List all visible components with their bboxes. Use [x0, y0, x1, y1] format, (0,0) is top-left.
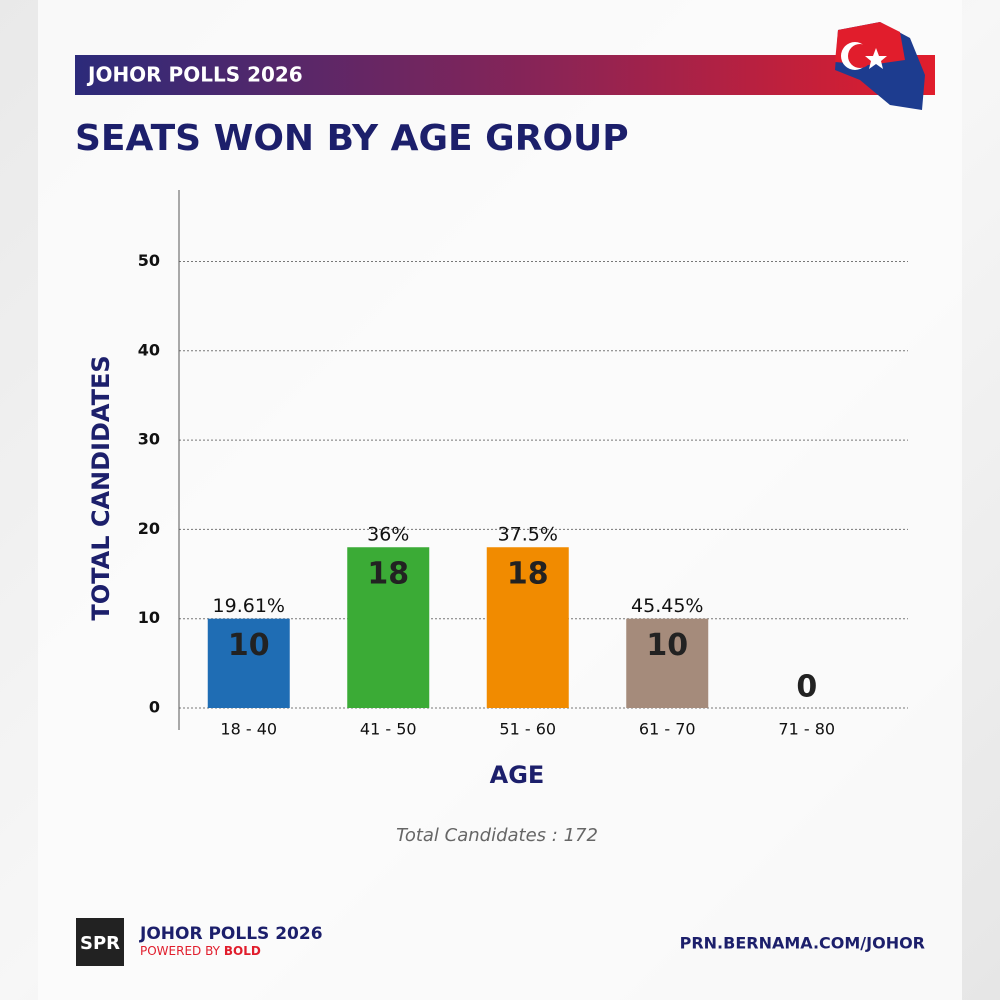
- x-axis-label: AGE: [490, 761, 545, 789]
- flag-map: [835, 22, 925, 110]
- value-label: 10: [228, 628, 270, 663]
- percent-label: 45.45%: [631, 595, 703, 617]
- value-label: 18: [507, 557, 549, 592]
- banner-text: JOHOR POLLS 2026: [86, 63, 303, 87]
- percent-label: 19.61%: [213, 595, 285, 617]
- bar: [347, 547, 430, 708]
- bar: [486, 547, 569, 708]
- powered-name: BOLD: [224, 944, 261, 958]
- percent-label: 36%: [367, 524, 409, 546]
- footer: SPR JOHOR POLLS 2026 POWERED BY BOLD PRN…: [76, 918, 925, 966]
- logo: SPR: [80, 933, 120, 954]
- y-tick-label: 40: [138, 340, 160, 359]
- y-tick-label: 20: [138, 519, 160, 538]
- percent-label: 37.5%: [498, 524, 558, 546]
- x-tick-label: 51 - 60: [499, 720, 556, 739]
- banner: [75, 55, 935, 95]
- y-tick-label: 30: [138, 430, 160, 449]
- y-tick-label: 0: [149, 698, 160, 717]
- y-tick-label: 50: [138, 251, 160, 270]
- footer-brand: JOHOR POLLS 2026: [139, 924, 323, 944]
- x-tick-label: 61 - 70: [639, 720, 696, 739]
- bar: [207, 618, 290, 708]
- y-tick-label: 10: [138, 608, 160, 627]
- powered-prefix: POWERED BY: [140, 944, 221, 958]
- x-tick-label: 71 - 80: [778, 720, 835, 739]
- chart-title: SEATS WON BY AGE GROUP: [75, 118, 629, 159]
- footer-powered: POWERED BY BOLD: [140, 944, 261, 958]
- plot: 0 10 20 30 40 50 18 - 40 10 19.61% 41 - 50 18 36% 51…: [138, 190, 908, 739]
- value-label: 18: [367, 557, 409, 592]
- panel: [38, 0, 962, 1000]
- footer-url: PRN.BERNAMA.COM/JOHOR: [680, 934, 925, 953]
- logo-box: [76, 918, 124, 966]
- x-tick-label: 41 - 50: [360, 720, 417, 739]
- note: Total Candidates : 172: [396, 825, 598, 846]
- value-label: 0: [796, 670, 817, 705]
- x-tick-label: 18 - 40: [220, 720, 277, 739]
- bar: [626, 618, 709, 708]
- value-label: 10: [646, 628, 688, 663]
- y-axis-label: TOTAL CANDIDATES: [87, 355, 115, 620]
